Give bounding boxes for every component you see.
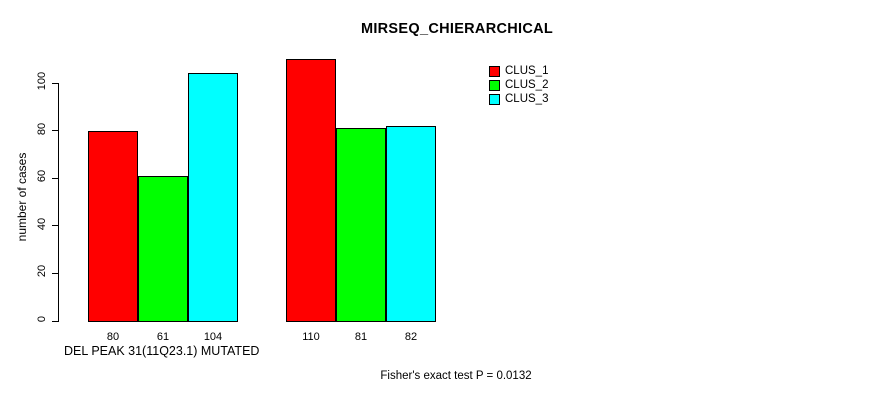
legend-swatch-clus-2 xyxy=(489,79,500,91)
legend-item-clus-2: CLUS_2 xyxy=(489,78,548,92)
y-axis-tick xyxy=(52,225,59,227)
chart-title: MIRSEQ_CHIERARCHICAL xyxy=(360,21,554,37)
bar-clus_1-group1 xyxy=(88,131,138,322)
bar-clus_3-group1 xyxy=(188,73,238,322)
legend-label-clus-3: CLUS_3 xyxy=(505,93,549,105)
bar-value-label: 104 xyxy=(203,331,223,343)
annotation-text: Fisher's exact test P = 0.0132 xyxy=(380,370,532,382)
legend-item-clus-1: CLUS_1 xyxy=(489,64,548,78)
bar-clus_2-group1 xyxy=(138,176,188,322)
y-axis-tick-label: 100 xyxy=(36,71,48,91)
legend-label-clus-1: CLUS_1 xyxy=(505,65,549,77)
y-axis-tick-label: 20 xyxy=(36,265,48,278)
bar-value-label: 61 xyxy=(156,331,170,343)
y-axis-tick-label: 60 xyxy=(36,170,48,183)
y-axis-tick xyxy=(52,320,59,322)
y-axis-tick-label: 80 xyxy=(36,122,48,135)
bar-value-label: 80 xyxy=(106,331,120,343)
legend: CLUS_1 CLUS_2 CLUS_3 xyxy=(489,64,548,106)
legend-swatch-clus-3 xyxy=(489,93,500,105)
bar-value-label: 110 xyxy=(302,331,320,343)
legend-swatch-clus-1 xyxy=(489,65,500,77)
y-axis-label: number of cases xyxy=(15,152,29,242)
y-axis-tick xyxy=(52,82,59,84)
bar-value-label: 81 xyxy=(354,331,368,343)
y-axis-line xyxy=(58,83,59,322)
y-axis-tick-label: 40 xyxy=(36,217,48,230)
y-axis-tick xyxy=(52,177,59,179)
y-axis-tick xyxy=(52,130,59,132)
bar-clus_1-group2 xyxy=(286,59,336,322)
x-axis-group-label: DEL PEAK 31(11Q23.1) MUTATED xyxy=(64,344,260,358)
bar-clus_3-group2 xyxy=(386,126,436,322)
legend-label-clus-2: CLUS_2 xyxy=(505,79,549,91)
y-axis-tick xyxy=(52,272,59,274)
bar-value-label: 82 xyxy=(404,331,418,343)
legend-item-clus-3: CLUS_3 xyxy=(489,92,548,106)
bar-clus_2-group2 xyxy=(336,128,386,322)
y-axis-tick-label: 0 xyxy=(36,315,48,323)
